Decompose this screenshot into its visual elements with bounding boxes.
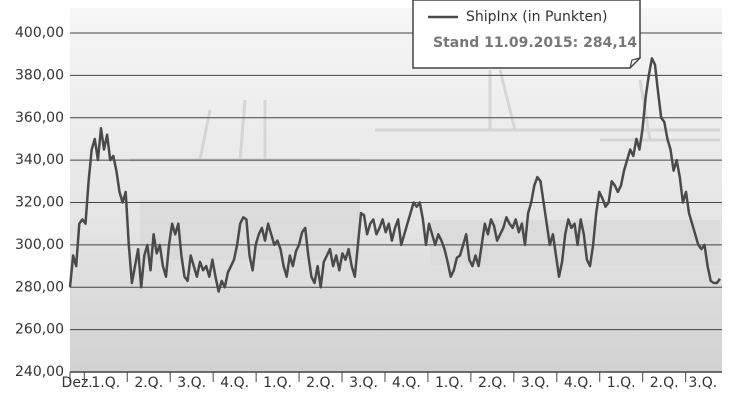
y-tick-label: 320,00	[15, 195, 64, 211]
y-tick-label: 260,00	[15, 322, 64, 338]
x-tick-label: 4.Q.	[564, 375, 593, 391]
y-tick-label: 280,00	[15, 279, 64, 295]
series-line	[68, 57, 722, 293]
x-tick-label: 1.Q.	[91, 375, 120, 391]
legend: ShipInx (in Punkten) Stand 11.09.2015: 2…	[412, 0, 641, 69]
y-tick-label: 400,00	[15, 25, 64, 41]
x-tick-label: 4.Q.	[392, 375, 421, 391]
y-tick-label: 380,00	[15, 67, 64, 83]
x-tick-label: 3.Q.	[349, 375, 378, 391]
x-tick-label: 2.Q.	[650, 375, 679, 391]
x-tick-label: 1.Q.	[607, 375, 636, 391]
legend-box	[412, 0, 641, 69]
x-tick-label: 2.Q.	[478, 375, 507, 391]
x-tick-label: Dez.	[62, 375, 93, 391]
x-tick-label: 3.Q.	[688, 375, 717, 391]
x-tick-label: 3.Q.	[177, 375, 206, 391]
x-tick-label: 1.Q.	[435, 375, 464, 391]
y-tick-label: 340,00	[15, 152, 64, 168]
annotation: Stand 11.09.2015: 284,14	[433, 35, 637, 51]
x-tick-label: 2.Q.	[306, 375, 335, 391]
x-tick-label: 4.Q.	[220, 375, 249, 391]
legend-label: ShipInx (in Punkten)	[466, 9, 607, 25]
y-tick-label: 360,00	[15, 110, 64, 126]
x-tick-label: 1.Q.	[263, 375, 292, 391]
y-tick-label: 300,00	[15, 237, 64, 253]
x-tick-label: 2.Q.	[134, 375, 163, 391]
x-tick-label: 3.Q.	[521, 375, 550, 391]
legend-fold	[629, 57, 641, 69]
y-tick-label: 240,00	[15, 364, 64, 380]
